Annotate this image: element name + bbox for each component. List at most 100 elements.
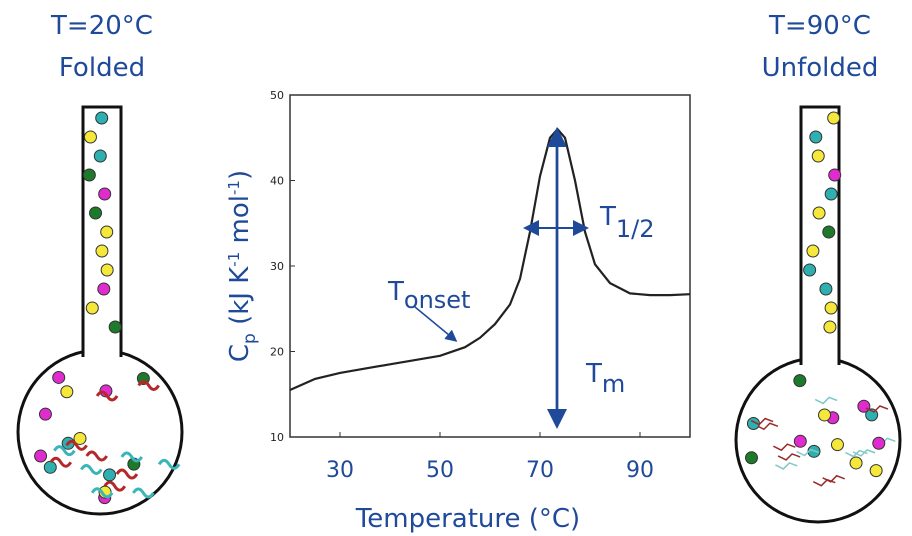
molecule [819, 282, 833, 296]
protein [777, 453, 801, 461]
annotation-text: m [602, 370, 625, 398]
flask-unfolded [734, 105, 902, 524]
molecule [849, 456, 863, 470]
molecule [100, 263, 114, 277]
molecule [793, 434, 807, 448]
y-label-part: C [225, 344, 255, 362]
y-tick-label: 30 [270, 260, 284, 273]
protein [85, 450, 108, 462]
molecule [103, 468, 117, 482]
protein [65, 439, 88, 451]
molecule [812, 206, 826, 220]
molecule [60, 385, 74, 399]
annotation-text: onset [404, 286, 471, 314]
molecule [95, 111, 109, 125]
protein [812, 478, 836, 487]
y-label-part: mol [225, 195, 255, 252]
molecule [809, 130, 823, 144]
protein [750, 417, 774, 426]
protein [157, 458, 181, 470]
molecule [869, 464, 883, 478]
protein [80, 463, 103, 475]
molecule [828, 168, 842, 182]
molecule [824, 187, 838, 201]
protein [53, 445, 76, 457]
right-caption: Unfolded [762, 53, 879, 83]
protein [773, 443, 796, 452]
annotation-text: T [387, 277, 404, 307]
x-tick-label: 70 [526, 458, 554, 483]
protein [845, 449, 868, 458]
molecule [82, 168, 96, 182]
protein [115, 468, 139, 480]
molecule [34, 449, 48, 463]
annotation-text: 1/2 [616, 215, 655, 243]
molecule [97, 282, 111, 296]
x-tick-label: 30 [326, 458, 354, 483]
protein [95, 390, 119, 402]
molecule [827, 111, 841, 125]
molecule [857, 399, 871, 413]
y-label-part: -1 [225, 252, 243, 267]
molecule [89, 206, 103, 220]
molecule [98, 187, 112, 201]
flask-folded [16, 105, 184, 516]
right-caption: T=90°C [768, 11, 871, 41]
molecule [43, 460, 57, 474]
onset-arrow [414, 306, 458, 342]
axis-ticks: 10 20 30 40 50 30 50 70 90 [270, 89, 654, 483]
annotation-text: T [599, 202, 616, 232]
molecule [806, 244, 820, 258]
molecule [100, 225, 114, 239]
molecule [38, 407, 52, 421]
molecule [818, 408, 832, 422]
molecule [803, 263, 817, 277]
y-label-part: ) [225, 170, 255, 180]
annotation-half: T1/2 [599, 202, 655, 243]
protein [49, 456, 73, 468]
annotation-text: T [585, 359, 602, 389]
x-tick-label: 50 [426, 458, 454, 483]
protein [814, 396, 838, 405]
plot-frame [289, 94, 691, 438]
molecule [830, 438, 844, 452]
molecule [744, 451, 758, 465]
y-tick-label: 20 [270, 346, 284, 359]
molecule [823, 320, 837, 334]
protein [137, 379, 160, 391]
y-axis-label: Cp (kJ K-1 mol-1) [225, 170, 260, 362]
left-caption: Folded [59, 53, 145, 83]
y-label-part: -1 [225, 180, 243, 195]
molecule [73, 431, 87, 445]
y-tick-label: 40 [270, 175, 284, 188]
protein [865, 405, 889, 413]
molecule [793, 374, 807, 388]
cp-curve [289, 127, 691, 392]
molecule [83, 130, 97, 144]
molecule [872, 436, 886, 450]
molecule [52, 370, 66, 384]
protein [120, 451, 144, 463]
protein [90, 487, 114, 499]
y-tick-label: 10 [270, 431, 284, 444]
molecule [93, 149, 107, 163]
y-tick-label: 50 [270, 89, 284, 102]
y-label-part: (kJ K [225, 266, 255, 333]
left-caption: T=20°C [50, 11, 153, 41]
molecule [108, 320, 122, 334]
x-axis-label: Temperature (°C) [355, 504, 580, 534]
molecule [85, 301, 99, 315]
x-tick-label: 90 [626, 458, 654, 483]
molecule [811, 149, 825, 163]
protein [796, 448, 819, 457]
annotation-onset: Tonset [387, 277, 470, 314]
molecule [824, 301, 838, 315]
protein [132, 487, 155, 499]
protein [755, 422, 779, 431]
y-label-part: p [240, 333, 260, 344]
molecule [95, 244, 109, 258]
molecule [822, 225, 836, 239]
protein [775, 462, 798, 470]
protein [103, 480, 127, 492]
